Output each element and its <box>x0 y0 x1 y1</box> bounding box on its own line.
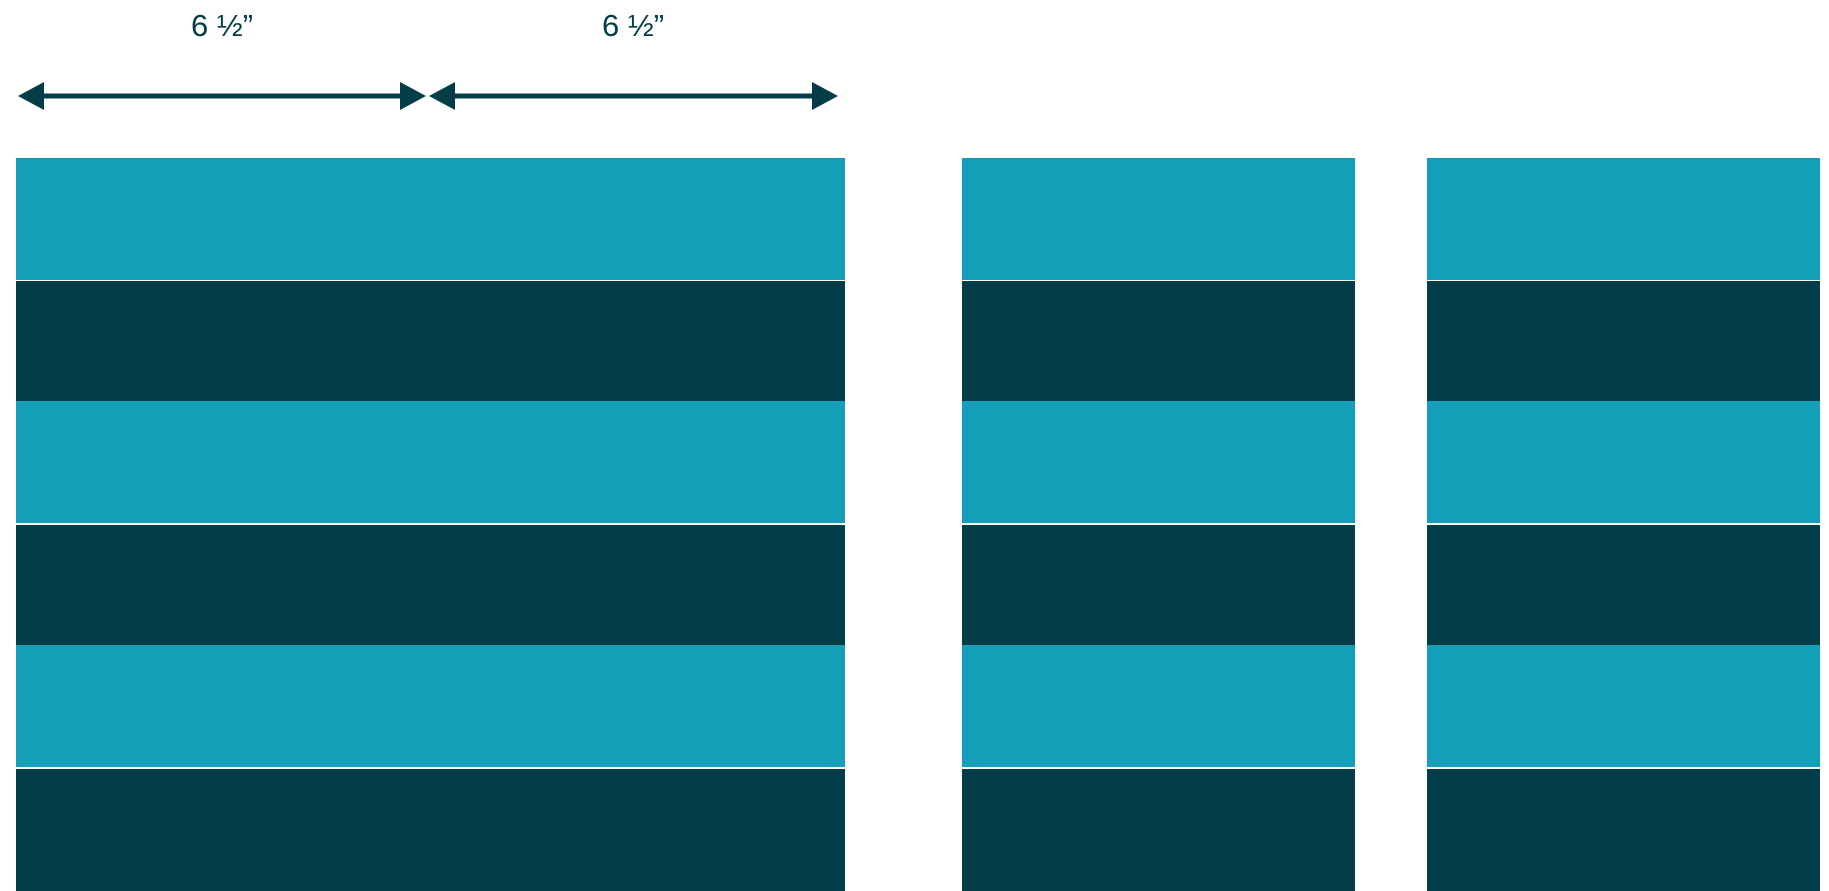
dark-band <box>962 769 1355 891</box>
light-band <box>962 401 1355 523</box>
light-band <box>1427 401 1820 523</box>
light-band <box>962 158 1355 280</box>
dark-band <box>16 281 845 403</box>
dark-band <box>16 769 845 891</box>
light-band <box>962 645 1355 767</box>
middle-strip <box>962 158 1355 891</box>
arrow-head-left-end <box>400 82 426 110</box>
dark-band <box>1427 769 1820 891</box>
light-band <box>16 401 845 523</box>
dark-band <box>1427 281 1820 403</box>
light-band <box>16 158 845 280</box>
right-strip <box>1427 158 1820 891</box>
dimension-arrows <box>18 82 838 110</box>
dark-band <box>1427 525 1820 647</box>
wide-strip <box>16 158 845 891</box>
dark-band <box>962 281 1355 403</box>
light-band <box>1427 158 1820 280</box>
double-arrow-left <box>18 82 426 110</box>
dimension-label-right: 6 ½” <box>601 8 665 43</box>
arrow-head-right-start <box>429 82 455 110</box>
light-band <box>1427 645 1820 767</box>
light-band <box>16 645 845 767</box>
arrow-head-right-end <box>812 82 838 110</box>
dark-band <box>962 525 1355 647</box>
dimension-label-left: 6 ½” <box>190 8 254 43</box>
dark-band <box>16 525 845 647</box>
arrow-head-left-start <box>18 82 44 110</box>
double-arrow-right <box>429 82 838 110</box>
